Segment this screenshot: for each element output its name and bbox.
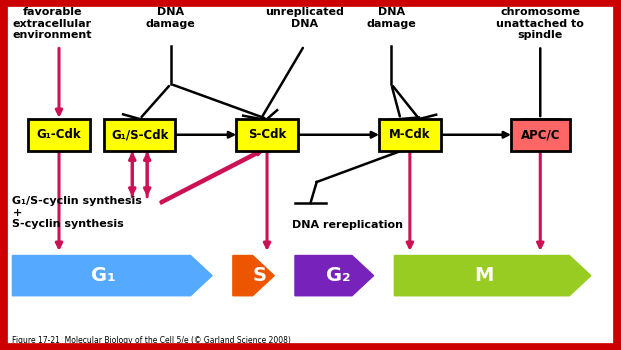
Text: DNA rereplication: DNA rereplication — [292, 220, 403, 231]
FancyArrow shape — [295, 256, 374, 296]
Text: G₁: G₁ — [91, 266, 116, 285]
Text: unreplicated
DNA: unreplicated DNA — [265, 7, 344, 29]
FancyArrow shape — [394, 256, 591, 296]
FancyBboxPatch shape — [379, 119, 441, 150]
FancyArrow shape — [233, 256, 274, 296]
Text: G₁/S-cyclin synthesis
+
S-cyclin synthesis: G₁/S-cyclin synthesis + S-cyclin synthes… — [12, 196, 142, 229]
Text: G₂: G₂ — [326, 266, 351, 285]
Text: S-Cdk: S-Cdk — [248, 128, 286, 141]
Text: M: M — [474, 266, 494, 285]
Text: M-Cdk: M-Cdk — [389, 128, 430, 141]
Text: G₁-Cdk: G₁-Cdk — [37, 128, 81, 141]
Text: favorable
extracellular
environment: favorable extracellular environment — [12, 7, 92, 40]
FancyBboxPatch shape — [510, 119, 570, 150]
FancyArrow shape — [12, 256, 212, 296]
Text: APC/C: APC/C — [520, 128, 560, 141]
Text: chromosome
unattached to
spindle: chromosome unattached to spindle — [496, 7, 584, 40]
Text: DNA
damage: DNA damage — [146, 7, 196, 29]
FancyBboxPatch shape — [236, 119, 298, 150]
Text: DNA
damage: DNA damage — [366, 7, 416, 29]
FancyBboxPatch shape — [28, 119, 90, 150]
FancyBboxPatch shape — [104, 119, 175, 150]
Text: Figure 17-21  Molecular Biology of the Cell 5/e (© Garland Science 2008): Figure 17-21 Molecular Biology of the Ce… — [12, 336, 291, 345]
Text: G₁/S-Cdk: G₁/S-Cdk — [111, 128, 168, 141]
Text: S: S — [252, 266, 266, 285]
